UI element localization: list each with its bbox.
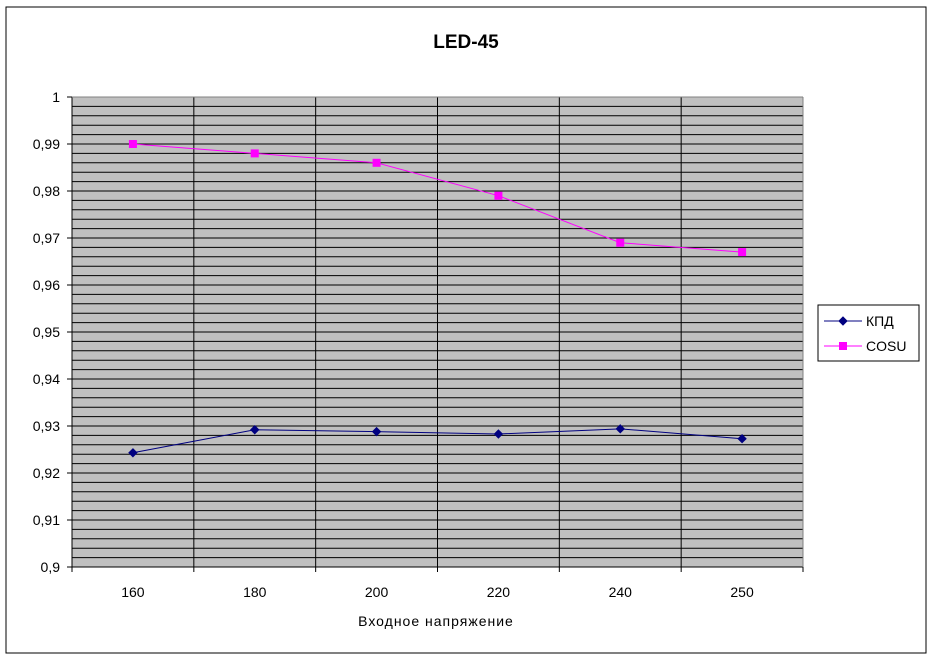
y-tick-label: 0,9 (41, 559, 61, 575)
data-point (128, 140, 137, 148)
legend-box (817, 304, 920, 362)
series-lines (128, 140, 747, 458)
legend-marker (838, 316, 848, 326)
y-tick-label: 0,95 (33, 324, 60, 340)
legend-marker (839, 342, 847, 350)
data-point (372, 158, 381, 167)
y-tick-labels: 0,9 0,91 0,92 0,93 0,94 0,95 0,96 0,97 0,98 0,99 1 (33, 89, 60, 575)
y-tick-label: 0,93 (33, 418, 60, 434)
series-group (128, 140, 747, 257)
legend-items: КПД COSU (824, 313, 906, 354)
data-point (738, 248, 747, 257)
x-tick-label: 250 (730, 584, 754, 600)
y-tick-label: 0,99 (33, 136, 60, 152)
x-tick-label: 160 (121, 584, 145, 600)
axes (67, 96, 804, 572)
legend: КПД COSU (817, 304, 920, 362)
data-point (371, 426, 382, 437)
data-point (494, 191, 503, 200)
data-point (250, 425, 260, 435)
gridlines (72, 97, 803, 567)
legend-label: COSU (866, 338, 906, 354)
y-tick-label: 1 (52, 89, 60, 105)
data-point (615, 424, 625, 434)
series-group (128, 424, 747, 458)
series-line (132, 428, 743, 454)
chart-title: LED-45 (433, 32, 499, 53)
y-tick-label: 0,97 (33, 230, 60, 246)
legend-label: КПД (866, 313, 894, 329)
x-tick-labels: 160 180 200 220 240 250 (121, 584, 754, 600)
data-point (493, 429, 504, 439)
y-tick-label: 0,98 (33, 183, 60, 199)
data-point (737, 433, 747, 444)
x-tick-label: 240 (609, 584, 633, 600)
x-tick-label: 220 (487, 584, 511, 600)
data-point (128, 448, 138, 458)
data-point (616, 238, 625, 247)
x-tick-label: 180 (243, 584, 267, 600)
y-tick-label: 0,96 (33, 277, 60, 293)
data-point (250, 149, 259, 158)
y-tick-label: 0,94 (33, 371, 60, 387)
series-line (132, 143, 743, 253)
y-tick-label: 0,91 (33, 512, 60, 528)
x-tick-label: 200 (365, 584, 389, 600)
x-axis-label: Входное напряжение (358, 613, 514, 629)
y-tick-label: 0,92 (33, 465, 60, 481)
